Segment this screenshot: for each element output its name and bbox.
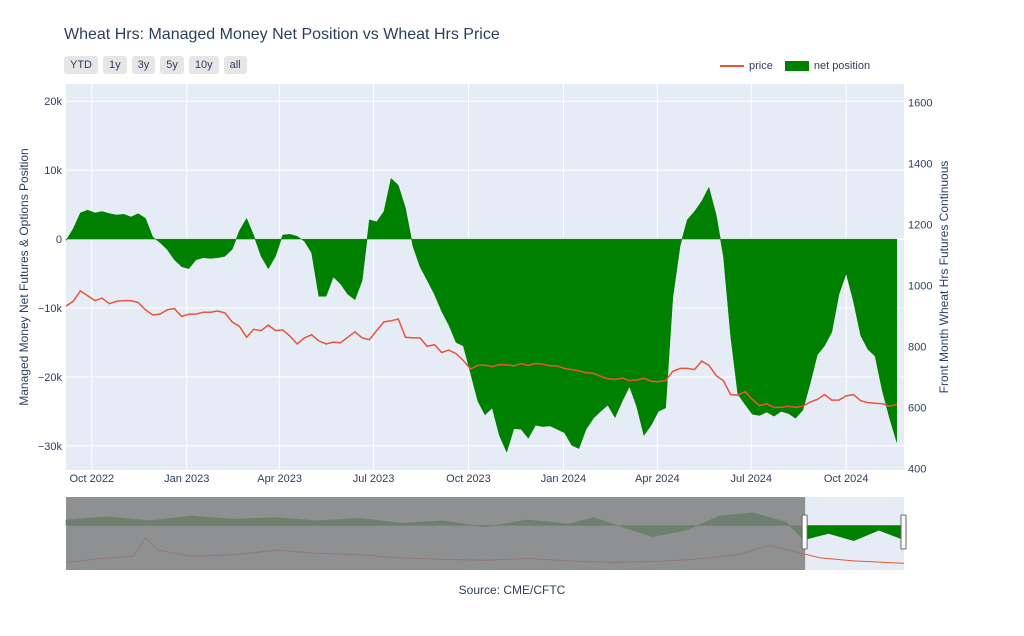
chart-title: Wheat Hrs: Managed Money Net Position vs…	[64, 26, 500, 43]
range-slider-left-handle[interactable]	[801, 514, 808, 550]
y-left-tick-label: −20k	[38, 372, 63, 384]
range-button-5y[interactable]: 5y	[160, 56, 184, 74]
source-note: Source: CME/CFTC	[458, 583, 566, 597]
x-tick-label: Apr 2023	[257, 473, 302, 485]
x-tick-label: Apr 2024	[635, 473, 680, 485]
y-right-tick-label: 1600	[908, 97, 932, 109]
y-left-tick-label: −30k	[38, 441, 63, 453]
y-left-tick-label: 20k	[44, 96, 62, 108]
y-left-tick-label: −10k	[38, 303, 63, 315]
x-tick-label: Oct 2023	[446, 473, 491, 485]
range-button-ytd[interactable]: YTD	[64, 56, 98, 74]
y-left-axis-title: Managed Money Net Futures & Options Posi…	[17, 148, 31, 405]
y-right-tick-label: 600	[908, 402, 926, 414]
legend-item-price[interactable]: price	[720, 60, 773, 72]
legend-label-price: price	[749, 60, 773, 72]
y-right-tick-label: 1200	[908, 219, 932, 231]
y-left-tick-label: 10k	[44, 165, 62, 177]
y-right-tick-label: 800	[908, 341, 926, 353]
legend-swatch-price	[720, 65, 744, 67]
y-right-tick-label: 1000	[908, 280, 932, 292]
range-slider-right-handle[interactable]	[900, 514, 907, 550]
x-tick-label: Jul 2023	[353, 473, 395, 485]
net-position-area	[65, 177, 898, 453]
range-slider-mask	[66, 497, 806, 570]
y-right-axis-title: Front Month Wheat Hrs Futures Continuous	[937, 161, 951, 394]
x-tick-label: Oct 2022	[69, 473, 114, 485]
x-tick-label: Jan 2024	[541, 473, 586, 485]
legend-swatch-net-position	[784, 61, 809, 71]
y-right-tick-label: 400	[908, 463, 926, 475]
y-right-tick-label: 1400	[908, 158, 932, 170]
price-line	[65, 289, 897, 409]
range-selector: YTD 1y 3y 5y 10y all	[64, 56, 247, 74]
x-tick-label: Jan 2023	[164, 473, 209, 485]
x-tick-label: Jul 2024	[730, 473, 772, 485]
range-button-all[interactable]: all	[223, 56, 247, 74]
legend-label-net-position: net position	[813, 60, 871, 72]
range-button-10y[interactable]: 10y	[188, 56, 219, 74]
x-tick-label: Oct 2024	[824, 473, 869, 485]
legend-item-net-position[interactable]: net position	[784, 60, 871, 72]
range-button-1y[interactable]: 1y	[103, 56, 127, 74]
range-button-3y[interactable]: 3y	[131, 56, 156, 74]
legend: price net position	[720, 60, 882, 72]
y-left-tick-label: 0	[56, 234, 62, 246]
